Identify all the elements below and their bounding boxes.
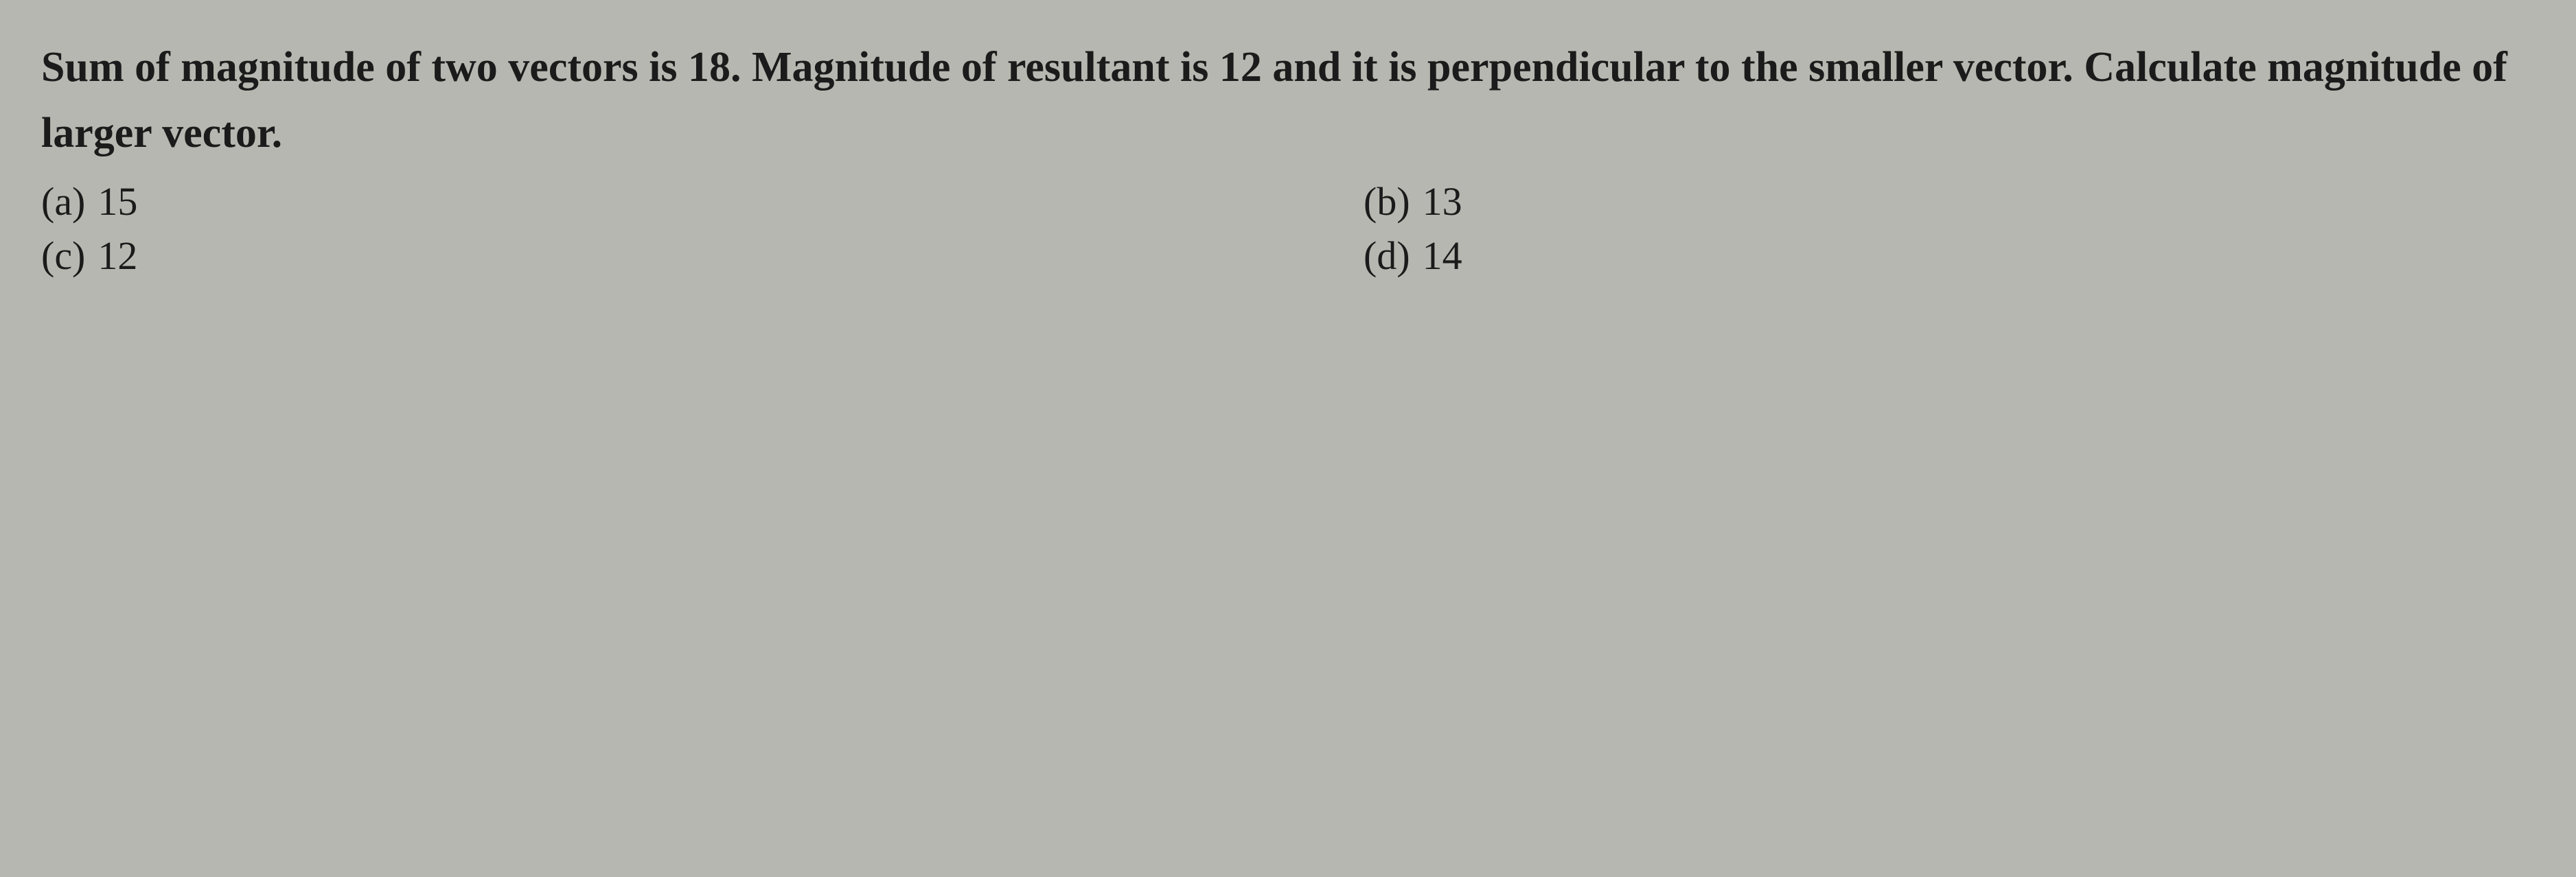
question-text: Sum of magnitude of two vectors is 18. M…: [41, 34, 2535, 166]
option-c[interactable]: (c) 12: [41, 233, 1212, 279]
option-c-label: (c): [41, 233, 85, 279]
option-b-value: 13: [1423, 178, 1462, 224]
option-c-value: 12: [97, 233, 137, 279]
option-d-label: (d): [1364, 233, 1410, 279]
options-grid: (a) 15 (b) 13 (c) 12 (d) 14: [41, 178, 2535, 279]
question-page: Sum of magnitude of two vectors is 18. M…: [41, 34, 2535, 843]
option-b-label: (b): [1364, 178, 1410, 224]
option-a-label: (a): [41, 178, 85, 224]
option-d-value: 14: [1423, 233, 1462, 279]
option-a[interactable]: (a) 15: [41, 178, 1212, 224]
option-b[interactable]: (b) 13: [1364, 178, 2535, 224]
option-a-value: 15: [97, 178, 137, 224]
option-d[interactable]: (d) 14: [1364, 233, 2535, 279]
